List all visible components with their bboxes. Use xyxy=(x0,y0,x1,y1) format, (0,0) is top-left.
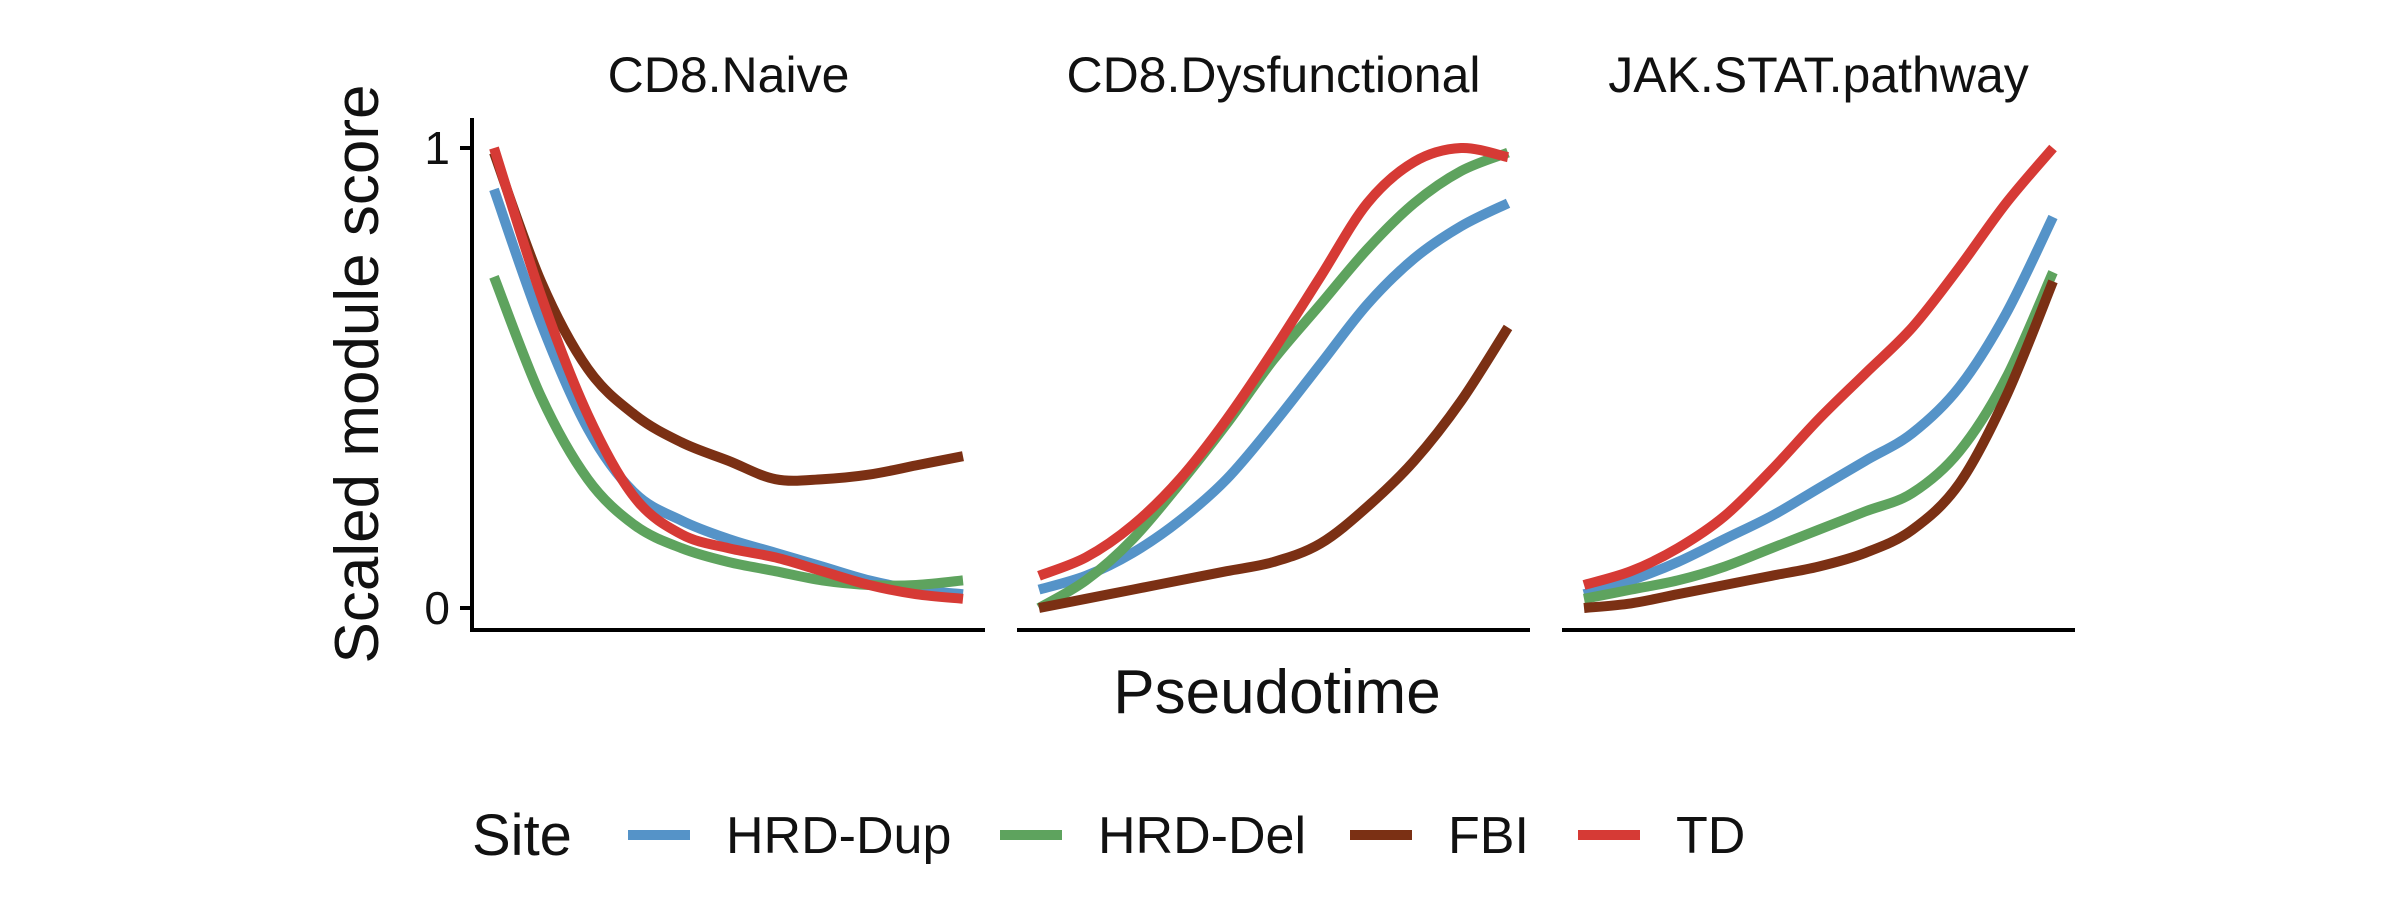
y-axis-title: Scaled module score xyxy=(323,85,392,664)
x-axis-title: Pseudotime xyxy=(1113,658,1440,727)
legend-entry: TD xyxy=(1578,807,1745,865)
facet-title: JAK.STAT.pathway xyxy=(1608,47,2029,103)
facet-title: CD8.Dysfunctional xyxy=(1066,47,1480,103)
legend-entry: HRD-Dup xyxy=(628,807,951,865)
series-line-td xyxy=(489,146,964,604)
series-line-td xyxy=(1037,142,1510,581)
legend-entries: HRD-Dup HRD-Del FBI TD xyxy=(628,807,1745,865)
series-line-fbi xyxy=(1583,279,2058,613)
legend-label: TD xyxy=(1676,807,1745,865)
series-line-hrd-dup xyxy=(1037,198,1511,595)
facet-panel: JAK.STAT.pathway xyxy=(1562,47,2075,632)
series-line-hrd-del xyxy=(1036,147,1510,613)
series-line-fbi xyxy=(1038,324,1513,613)
y-tick-label: 0 xyxy=(424,582,450,634)
legend-label: HRD-Dup xyxy=(726,807,951,865)
legend-label: FBI xyxy=(1448,807,1529,865)
legend: Site HRD-Dup HRD-Del FBI TD xyxy=(472,803,1745,868)
series-line-hrd-dup xyxy=(489,187,964,600)
legend-entry: FBI xyxy=(1350,807,1529,865)
series-line-td xyxy=(1582,144,2057,590)
legend-entry: HRD-Del xyxy=(1000,807,1306,865)
legend-title: Site xyxy=(472,803,572,868)
facet-title: CD8.Naive xyxy=(608,47,850,103)
facet-panel: CD8.Dysfunctional xyxy=(1017,47,1530,632)
facet-panel: CD8.Naive 0 1 xyxy=(424,47,985,634)
series-line-fbi xyxy=(489,150,964,486)
series-line-hrd-del xyxy=(1583,270,2058,604)
legend-label: HRD-Del xyxy=(1098,807,1306,865)
y-tick-label: 1 xyxy=(424,122,450,174)
series-line-hrd-dup xyxy=(1582,214,2058,600)
facets-layer: CD8.Naive 0 1 CD8.Dysfunctional JAK.STAT.pat… xyxy=(424,47,2075,634)
